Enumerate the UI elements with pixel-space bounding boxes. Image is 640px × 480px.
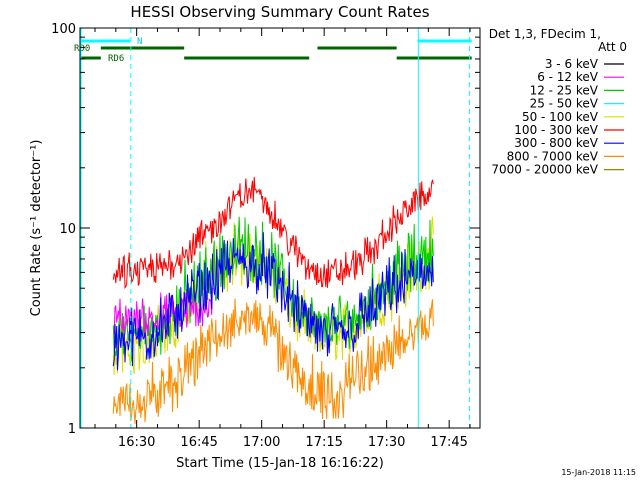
x-tick-label-2: 17:00 (243, 435, 280, 450)
legend-label-8: 7000 - 20000 keV (491, 163, 598, 177)
plot-data (112, 176, 434, 424)
x-tick-label-3: 17:15 (305, 435, 342, 450)
legend-label-0: 3 - 6 keV (545, 57, 599, 71)
chart-title: HESSI Observing Summary Count Rates (130, 3, 429, 21)
legend-header-line-2: Att 0 (598, 40, 627, 54)
plot-timestamp: 15-Jan-2018 11:15 (561, 468, 636, 477)
flag-label-n: N (137, 37, 142, 47)
legend-label-1: 6 - 12 keV (537, 70, 599, 84)
legend-label-3: 25 - 50 keV (530, 97, 599, 111)
y-axis-label: Count Rate (s⁻¹ detector⁻¹) (29, 140, 44, 317)
y-tick-label-1: 10 (59, 222, 76, 237)
y-tick-label-2: 100 (51, 22, 76, 37)
legend-label-2: 12 - 25 keV (530, 83, 599, 97)
x-tick-label-1: 16:45 (180, 435, 217, 450)
x-axis-label: Start Time (15-Jan-18 16:16:22) (176, 456, 384, 471)
legend-label-6: 300 - 800 keV (514, 136, 598, 150)
legend-label-7: 800 - 7000 keV (507, 149, 599, 163)
legend-label-5: 100 - 300 keV (514, 123, 598, 137)
flag-label-rd6: RD6 (108, 54, 124, 64)
legend-label-4: 50 - 100 keV (522, 110, 599, 124)
series-line-5 (112, 176, 434, 289)
x-tick-label-5: 17:45 (430, 435, 467, 450)
y-tick-label-0: 1 (68, 422, 76, 437)
series-line-3 (112, 286, 214, 342)
x-tick-label-0: 16:30 (118, 435, 155, 450)
series-line-0 (112, 298, 434, 424)
legend-header-line-1: Det 1,3, FDecim 1, (489, 27, 601, 41)
axes: 16:30 16:45 17:00 17:15 17:30 17:45 1 10 100 (51, 22, 480, 450)
flag-label-rd0: RD0 (74, 44, 90, 54)
x-tick-label-4: 17:30 (368, 435, 405, 450)
series-line-4 (112, 232, 434, 371)
